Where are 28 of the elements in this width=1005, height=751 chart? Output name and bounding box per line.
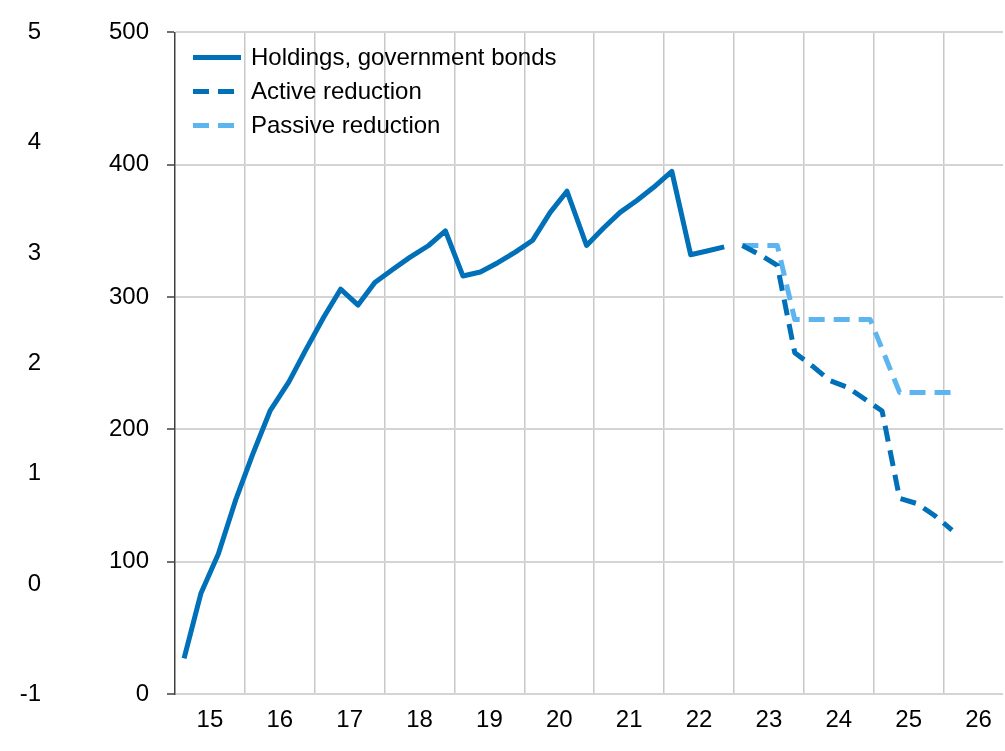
y-tick-label: 300	[108, 281, 149, 309]
legend-label: Passive reduction	[251, 111, 441, 139]
y-tick-label: 0	[135, 678, 149, 706]
y2-tick-label: 1	[27, 458, 41, 486]
legend-label: Active reduction	[251, 77, 422, 105]
x-tick-label: 20	[545, 705, 573, 733]
x-tick-label: 15	[196, 705, 224, 733]
y2-tick-label: 3	[27, 237, 41, 265]
x-tick-label: 22	[685, 705, 713, 733]
x-tick-label: 17	[336, 705, 364, 733]
y-tick-label: 200	[108, 414, 149, 442]
y-tick-label: 100	[108, 546, 149, 574]
y-tick-label: 400	[108, 149, 149, 177]
y2-tick-label: -1	[19, 678, 41, 706]
y2-tick-label: 2	[27, 347, 41, 375]
x-tick-label: 16	[266, 705, 294, 733]
y2-tick-label: 5	[27, 17, 41, 45]
x-tick-label: 26	[965, 705, 992, 733]
legend-label: Holdings, government bonds	[251, 43, 557, 71]
x-tick-label: 23	[755, 705, 783, 733]
x-tick-label: 25	[895, 705, 923, 733]
y2-tick-label: 4	[27, 127, 41, 155]
x-tick-label: 19	[476, 705, 503, 733]
x-tick-label: 24	[825, 705, 853, 733]
y-tick-label: 500	[108, 17, 149, 45]
x-tick-label: 21	[615, 705, 643, 733]
x-tick-label: 18	[406, 705, 433, 733]
y2-tick-label: 0	[27, 568, 41, 596]
